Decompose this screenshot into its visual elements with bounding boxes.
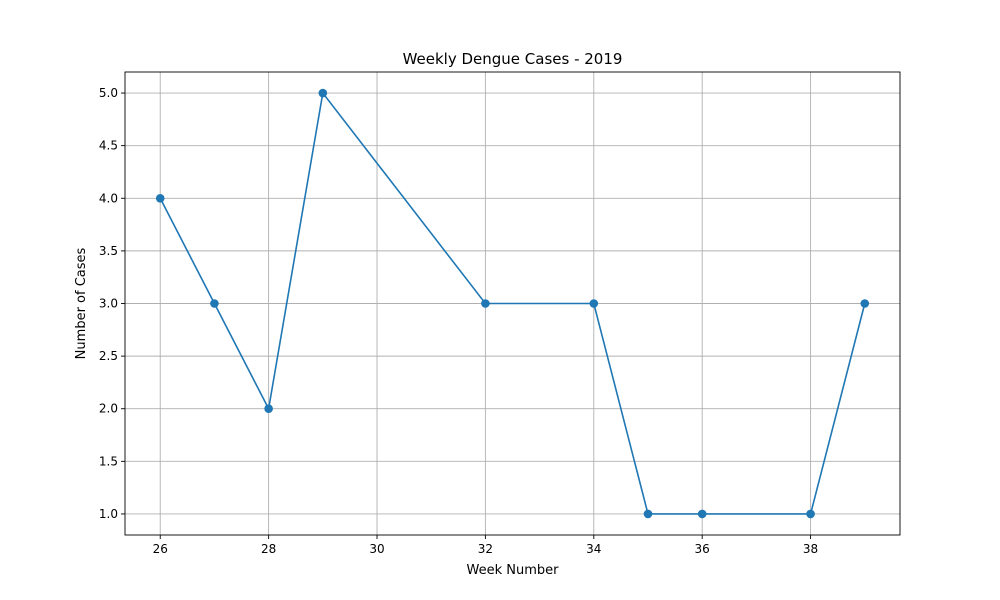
data-point — [264, 404, 273, 414]
x-tick-label: 26 — [153, 542, 168, 556]
data-point — [589, 299, 599, 308]
data-point — [860, 299, 870, 308]
data-point — [318, 88, 328, 98]
y-tick-label: 3.5 — [99, 244, 118, 258]
y-tick-label: 4.0 — [99, 191, 118, 205]
y-axis-label: Number of Cases — [74, 247, 89, 359]
x-tick-label: 30 — [369, 542, 384, 556]
y-tick-label: 1.5 — [99, 454, 118, 468]
x-tick-label: 32 — [478, 542, 493, 556]
data-point — [806, 509, 815, 519]
x-tick-label: 28 — [261, 542, 276, 556]
y-tick-label: 4.5 — [99, 139, 118, 153]
y-tick-label: 2.5 — [99, 349, 118, 363]
data-point — [643, 509, 653, 519]
x-axis-label: Week Number — [467, 563, 560, 578]
grid-layer — [125, 72, 900, 535]
tick-layer: 26 28 30 32 34 36 38 1.0 1.5 2.0 2.5 3.0 3.5 4.0 4.5 5.… — [99, 86, 818, 556]
series-line — [159, 91, 866, 515]
y-tick-label: 3.0 — [99, 297, 118, 311]
y-tick-label: 5.0 — [99, 86, 118, 100]
y-tick-label: 1.0 — [99, 507, 118, 521]
x-tick-label: 36 — [695, 542, 710, 556]
chart-title: Weekly Dengue Cases - 2019 — [403, 50, 623, 68]
data-point — [697, 509, 707, 519]
data-point — [481, 299, 490, 308]
series-layer — [155, 88, 870, 519]
y-tick-label: 2.0 — [99, 402, 118, 416]
data-point — [210, 299, 219, 308]
data-point — [155, 193, 165, 203]
x-tick-label: 34 — [586, 542, 601, 556]
x-tick-label: 38 — [803, 542, 818, 556]
